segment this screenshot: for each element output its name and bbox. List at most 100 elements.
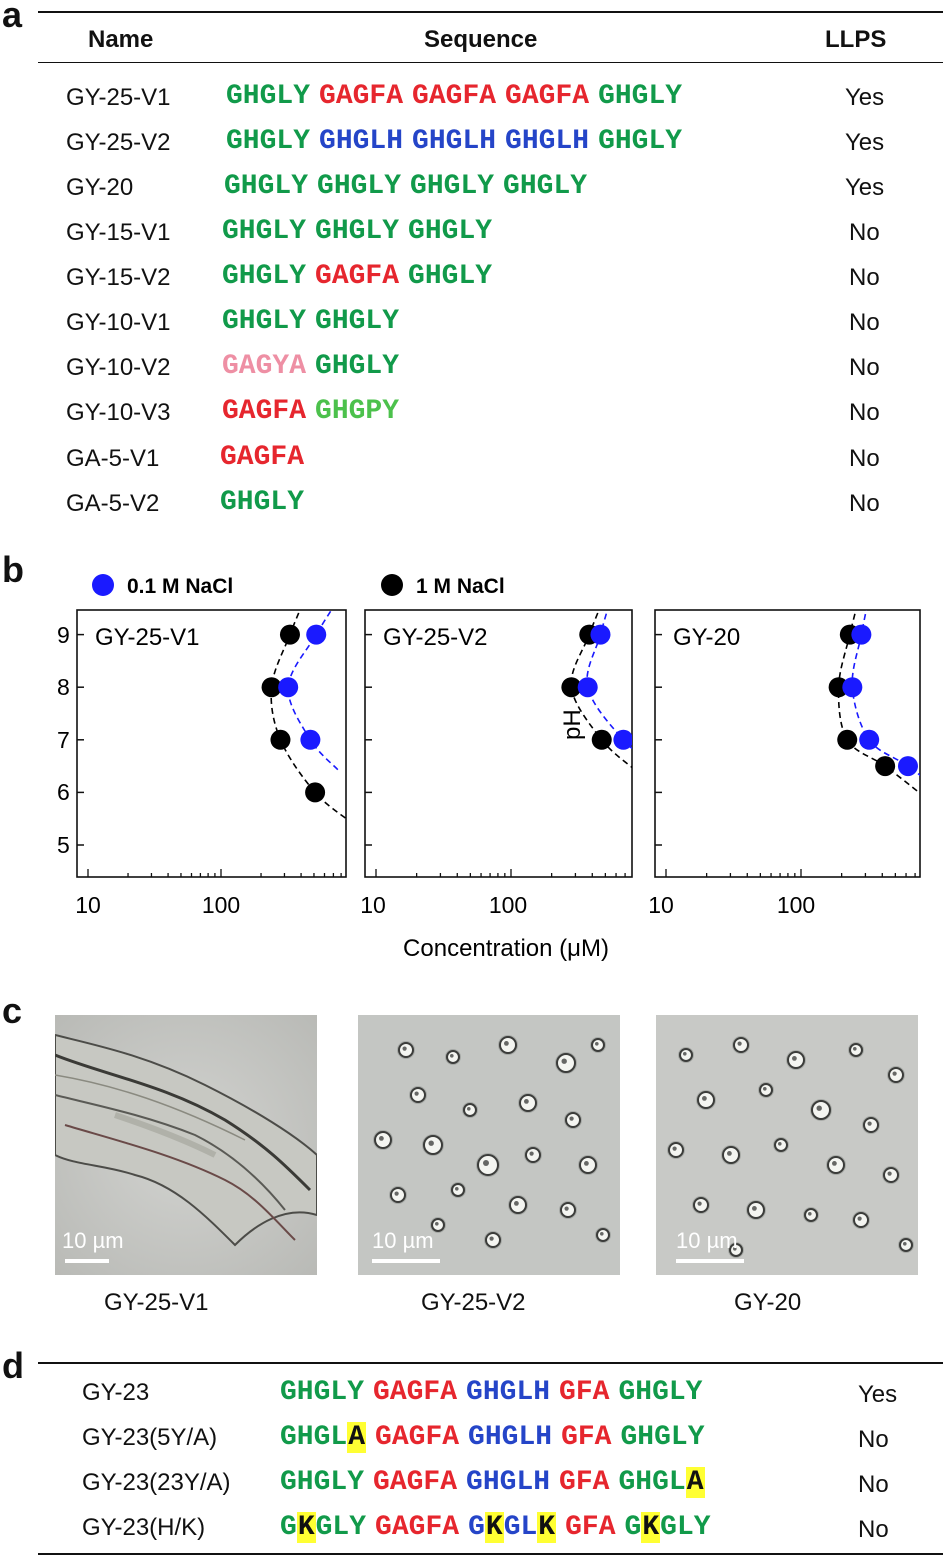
sequence: GAGYA GHGLY bbox=[222, 351, 399, 382]
sequence-block: GHGL bbox=[280, 1422, 348, 1453]
panel-label-d: d bbox=[2, 1345, 24, 1386]
sequence: GAGFA GHGPY bbox=[222, 396, 399, 427]
sequence-block: GLY bbox=[660, 1512, 711, 1543]
droplet-core bbox=[402, 1046, 407, 1051]
y-tick-label: 6 bbox=[57, 779, 70, 805]
droplet-core bbox=[903, 1242, 907, 1246]
sequence-block: GHGLY bbox=[315, 351, 400, 382]
llps-result: Yes bbox=[845, 174, 885, 201]
mutation-highlight: K bbox=[296, 1512, 316, 1543]
micrograph-image bbox=[55, 1015, 317, 1275]
micrograph-image bbox=[656, 1015, 918, 1275]
data-point bbox=[300, 729, 321, 750]
sequence: GAGFA bbox=[220, 442, 304, 473]
row-name: GY-20 bbox=[66, 174, 134, 201]
row-name: GA-5-V1 bbox=[66, 445, 160, 472]
droplet-core bbox=[514, 1201, 519, 1206]
scale-bar bbox=[372, 1259, 440, 1263]
droplet-core bbox=[816, 1105, 822, 1111]
mutation-highlight: A bbox=[685, 1467, 705, 1498]
panel-label-c: c bbox=[2, 990, 23, 1031]
sequence-block: GHGLH bbox=[505, 126, 590, 157]
droplet-core bbox=[853, 1047, 857, 1051]
sequence-block: GHGL bbox=[618, 1467, 686, 1498]
sequence: GHGLY GAGFA GHGLH GFA GHGLA bbox=[280, 1467, 705, 1498]
sequence-block: GAGFA bbox=[319, 81, 404, 112]
sequence: GHGLY GHGLY GHGLY GHGLY bbox=[224, 171, 587, 202]
panel-title: GY-25-V2 bbox=[383, 624, 488, 651]
llps-result: Yes bbox=[845, 84, 885, 111]
llps-result: Yes bbox=[858, 1381, 898, 1408]
sequence-block: GFA bbox=[559, 1377, 610, 1408]
column-header-name: Name bbox=[88, 26, 154, 53]
droplet-core bbox=[887, 1171, 892, 1176]
droplet-core bbox=[584, 1161, 589, 1166]
fit-curve bbox=[287, 610, 339, 771]
sequence: GHGLY bbox=[220, 487, 304, 518]
llps-result: No bbox=[858, 1516, 889, 1543]
sequence-block: GHGLY bbox=[410, 171, 495, 202]
sequence-block: GHGLY bbox=[598, 126, 683, 157]
sequence-block: GHGLY bbox=[280, 1377, 365, 1408]
legend-label-1-nacl: 1 M NaCl bbox=[416, 575, 505, 598]
row-name: GY-23 bbox=[82, 1379, 150, 1406]
chart-plots: GY-25-V1 GY-25-V2 GY-20 bbox=[76, 609, 921, 878]
row-name: GY-23(5Y/A) bbox=[82, 1424, 218, 1451]
micrograph-gy-20 bbox=[656, 1015, 918, 1275]
droplet-core bbox=[435, 1222, 439, 1226]
legend-label-01-nacl: 0.1 M NaCl bbox=[127, 575, 233, 598]
droplet-core bbox=[683, 1052, 687, 1056]
x-tick-label: 100 bbox=[489, 892, 527, 918]
ph-concentration-chart: 0.1 M NaCl 1 M NaCl pH 9 8 7 6 5 10 100 … bbox=[57, 574, 921, 962]
llps-result: Yes bbox=[845, 129, 885, 156]
sequence-block: GHGLY bbox=[408, 216, 493, 247]
droplet-core bbox=[595, 1042, 599, 1046]
data-point bbox=[306, 624, 327, 645]
scale-bar-label: 10 µm bbox=[676, 1228, 738, 1253]
panel-title: GY-25-V1 bbox=[95, 624, 200, 651]
mutation-highlight: K bbox=[641, 1512, 661, 1543]
y-tick-label: 8 bbox=[57, 674, 70, 700]
droplet-core bbox=[483, 1160, 489, 1166]
plot-area bbox=[561, 610, 632, 769]
sequence-block: GAGFA bbox=[220, 442, 305, 473]
sequence-block: GHGLH bbox=[466, 1467, 551, 1498]
droplet-core bbox=[504, 1041, 509, 1046]
row-name: GY-25-V2 bbox=[66, 129, 171, 156]
droplet-core bbox=[672, 1146, 677, 1151]
row-name: GY-15-V2 bbox=[66, 264, 171, 291]
x-axis-label: Concentration (μM) bbox=[403, 935, 609, 962]
llps-result: No bbox=[858, 1471, 889, 1498]
droplet-core bbox=[394, 1191, 399, 1196]
sequence-block: GFA bbox=[565, 1512, 616, 1543]
data-point bbox=[577, 677, 598, 698]
droplet-core bbox=[733, 1247, 737, 1251]
sequence-block: GFA bbox=[561, 1422, 612, 1453]
x-tick-label: 100 bbox=[777, 892, 815, 918]
droplet-core bbox=[561, 1058, 567, 1064]
sequence-block: GAGFA bbox=[505, 81, 590, 112]
sequence-block: GAGFA bbox=[373, 1467, 458, 1498]
llps-result: No bbox=[849, 219, 880, 246]
y-tick-label: 5 bbox=[57, 832, 70, 858]
droplet-core bbox=[455, 1187, 459, 1191]
x-tick-label: 10 bbox=[75, 892, 101, 918]
data-point bbox=[828, 677, 849, 698]
row-name: GY-25-V1 bbox=[66, 84, 171, 111]
sequence-block: GAGFA bbox=[315, 261, 400, 292]
sequence-block: GHGLY bbox=[226, 81, 311, 112]
plot-frame bbox=[76, 609, 347, 878]
scale-bar bbox=[676, 1259, 744, 1263]
data-point bbox=[613, 729, 632, 750]
data-point bbox=[842, 677, 863, 698]
droplet-core bbox=[867, 1121, 872, 1126]
data-point bbox=[590, 624, 611, 645]
sequence: GHGLY GHGLH GHGLH GHGLH GHGLY bbox=[226, 126, 682, 157]
sequence-block: GHGPY bbox=[315, 396, 400, 427]
droplet-core bbox=[857, 1216, 862, 1221]
sequence-block: GHGLY bbox=[226, 126, 311, 157]
droplet-core bbox=[832, 1161, 837, 1166]
sequence-block: GHGLY bbox=[222, 216, 307, 247]
sequence-block: GHGLY bbox=[222, 261, 307, 292]
y-tick-labels: 9 8 7 6 5 bbox=[57, 622, 70, 858]
